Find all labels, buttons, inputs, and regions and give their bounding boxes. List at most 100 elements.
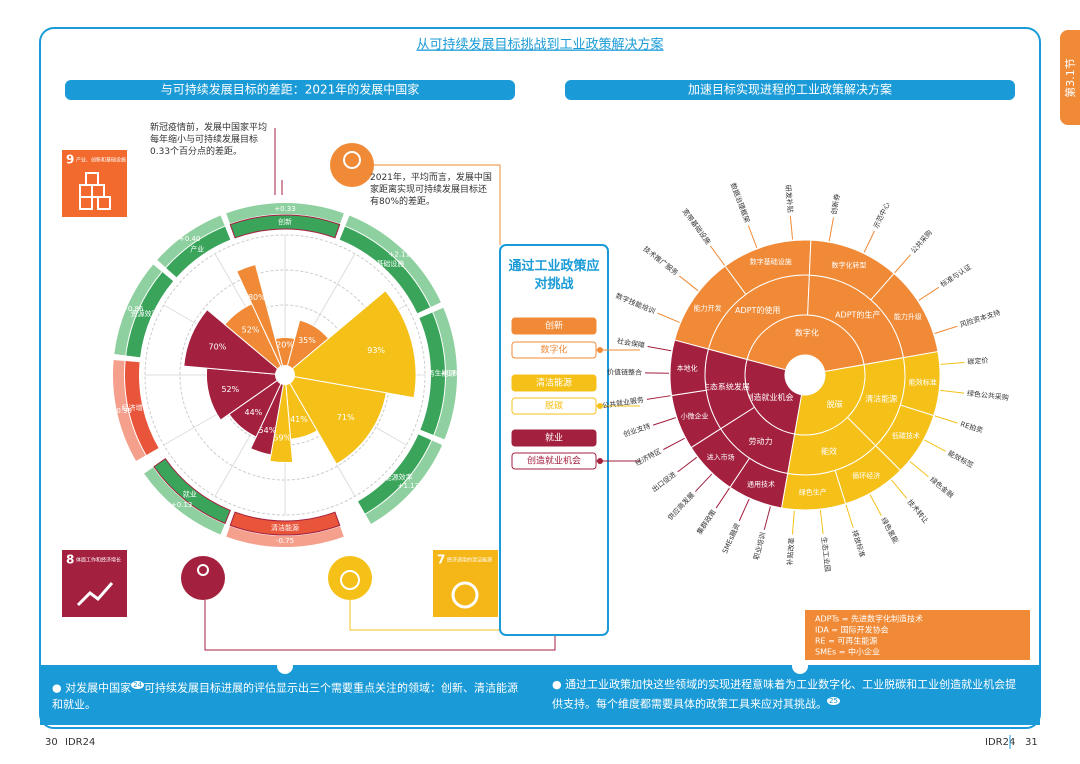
goal-label: 可再生能源 [420, 369, 455, 378]
tool-label: 研发补贴 [784, 184, 796, 213]
gap-label: -0.95 [114, 407, 132, 415]
gap-band [113, 360, 146, 461]
spoke [652, 417, 676, 426]
tool-label: 经济特区 [634, 446, 663, 467]
segment [183, 308, 287, 376]
hub [275, 365, 295, 385]
spoke [891, 479, 908, 499]
connector-dot [597, 458, 603, 464]
gap-label: +1.13 [398, 482, 419, 490]
segment [284, 374, 387, 465]
footer-band [40, 665, 1040, 725]
spoke [934, 415, 958, 424]
spoke [663, 437, 685, 450]
challenge-label: 就业 [545, 432, 563, 444]
segment [283, 290, 417, 399]
challenge-chip [511, 429, 597, 447]
spoke [940, 361, 965, 365]
spoke [747, 225, 758, 248]
segment-label: 70% [209, 343, 227, 352]
challenge-chip [511, 317, 597, 335]
spoke [789, 215, 794, 240]
heading-bar [65, 80, 515, 100]
tool-label: 标准与认证 [939, 262, 973, 289]
gap-label: +0.33 [274, 205, 295, 213]
text: 对发展中国家 [65, 681, 132, 695]
ref: 25 [827, 697, 840, 705]
segment-label: 52% [221, 385, 239, 394]
sdg-name: 经济适用的清洁能源 [447, 557, 492, 564]
page-number: 31 [1025, 737, 1038, 748]
frame [39, 27, 1041, 729]
band-text: ● 对发展中国家 24 可持续发展目标进展的评估显示出三个需要重点关注的领域：创新、… [52, 681, 519, 711]
item [669, 339, 710, 397]
tool-label: 社会保障 [616, 336, 645, 350]
band-notch [792, 658, 808, 674]
group-label: 能效 [821, 446, 837, 456]
goal-band [229, 214, 341, 239]
item-label: 小微企业 [681, 412, 709, 421]
goal-band [153, 458, 231, 525]
sdg-number: 7 [437, 553, 445, 567]
spoke [646, 395, 671, 400]
challenge-label: 清洁能源 [536, 377, 572, 389]
gap-label: +0.13 [171, 501, 192, 509]
sector-label: 数字化 [795, 328, 819, 338]
spoke [738, 498, 750, 522]
sdg-name: 体面工作和经济增长 [76, 557, 121, 564]
goal-label: 产业 [190, 245, 204, 254]
leader [204, 600, 556, 651]
tool-label: 数据治理框架 [729, 182, 752, 224]
challenge-chip [511, 374, 597, 392]
spoke [791, 510, 795, 535]
section-tab [1060, 30, 1080, 125]
icon-glyph [343, 151, 361, 169]
left-heading: 与可持续发展目标的差距：2021年的发展中国家 [161, 82, 420, 97]
gap-band [226, 526, 344, 547]
spoke [763, 506, 771, 530]
spoke [894, 254, 911, 274]
item-label: 循环经济 [852, 471, 880, 480]
spoke [828, 217, 834, 242]
tool-label: 风险资本支持 [959, 308, 1002, 329]
tool-label: 绿色公共采购 [966, 388, 1009, 402]
leader [274, 128, 283, 195]
group-label: 生态系统发展 [702, 382, 750, 392]
running-title: IDR24 [985, 737, 1015, 748]
tool-label: 创新券 [829, 193, 842, 215]
legend-item: RE = 可再生能源 [815, 636, 877, 646]
challenge-label: 脱碳 [545, 400, 563, 412]
tool-label: 排放标准 [850, 529, 867, 558]
tool-label: 出口促进 [650, 470, 678, 494]
gap-band [114, 264, 162, 356]
sdg-tile [62, 550, 127, 617]
gap-band [365, 440, 443, 524]
tool-label: 数字技能培训 [614, 291, 656, 316]
sdg-tile [62, 150, 127, 217]
spoke [940, 389, 965, 394]
goal-band [166, 226, 231, 278]
spoke [657, 312, 680, 323]
item-label: 低碳技术 [892, 431, 920, 440]
legend-box [805, 610, 1030, 660]
item-label: 本地化 [677, 364, 698, 373]
sdg-number: 9 [66, 153, 74, 167]
spoke [909, 461, 929, 478]
gap-label: +0.82 [440, 370, 461, 378]
group-label: 劳动力 [749, 436, 773, 446]
tool-label: 补贴改革 [785, 537, 796, 566]
item-label: 能力开发 [694, 303, 722, 312]
item-label: 数字基础设施 [750, 257, 792, 266]
challenge-label: 数字化 [540, 344, 567, 356]
gap-label: +0.40 [179, 235, 200, 243]
goal-label: 资源效率 [131, 309, 159, 318]
gap-band [226, 203, 344, 224]
item-label: 进入市场 [707, 453, 735, 462]
tool-label: SMEs融资 [720, 522, 742, 555]
leader [370, 164, 501, 245]
segment [235, 263, 286, 376]
challenge-title: 通过工业政策应对挑战 [508, 259, 600, 292]
goal-label: 经济增长 [122, 403, 150, 412]
